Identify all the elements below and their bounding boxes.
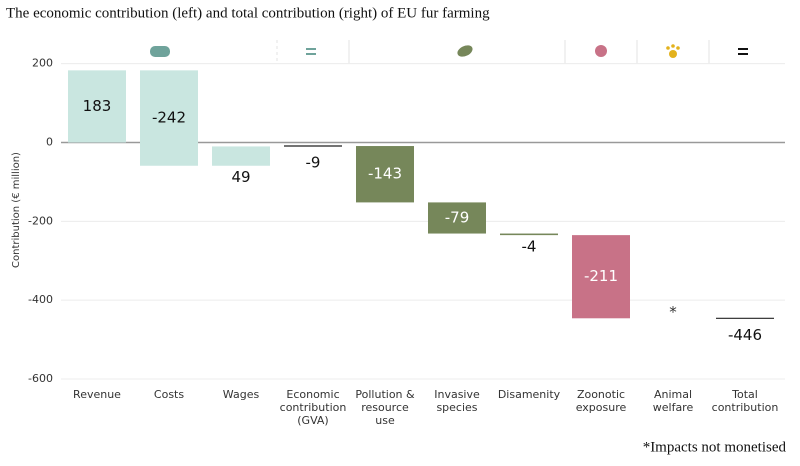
- value-label: 183: [83, 97, 112, 115]
- paw-icon: [666, 44, 680, 58]
- value-label: -143: [368, 165, 402, 183]
- x-tick-label: Invasive species: [434, 388, 480, 414]
- icon-band: [276, 40, 710, 64]
- value-label: -9: [306, 154, 321, 172]
- y-tick-label: -400: [28, 293, 53, 306]
- value-label: -79: [445, 208, 470, 226]
- value-label: *: [669, 303, 677, 321]
- x-tick-label: Animal welfare: [652, 388, 694, 414]
- bar: [140, 70, 198, 166]
- x-tick-label: Revenue: [73, 388, 121, 401]
- x-tick-label: Total contribution: [711, 388, 779, 414]
- x-tick-label: Wages: [222, 388, 260, 401]
- bar: [68, 70, 126, 143]
- bar: [428, 202, 486, 234]
- health-icon: [595, 45, 607, 57]
- bar: [212, 146, 270, 166]
- value-label: -446: [728, 326, 762, 344]
- value-label: -211: [584, 267, 618, 285]
- x-tick-label: Costs: [153, 388, 185, 401]
- value-label: -4: [522, 238, 537, 256]
- y-tick-label: 0: [46, 135, 53, 148]
- bar: [356, 146, 414, 203]
- y-tick-label: -600: [28, 372, 53, 385]
- value-label: 49: [231, 168, 250, 186]
- x-tick-label: Disamenity: [497, 388, 561, 401]
- y-tick-label: 200: [32, 57, 53, 70]
- equals-icon: [306, 48, 316, 55]
- y-tick-label: -200: [28, 214, 53, 227]
- value-label: -242: [152, 109, 186, 127]
- y-axis-label: Contribution (€ million): [11, 152, 22, 268]
- x-tick-label: Economic contribution (GVA): [279, 388, 347, 427]
- leaf-icon: [457, 45, 473, 57]
- bar: [500, 233, 558, 236]
- bar: [572, 235, 630, 319]
- footnote: *Impacts not monetised: [643, 439, 787, 455]
- x-tick-label: Zoonotic exposure: [575, 388, 627, 414]
- equals-icon: [738, 48, 748, 55]
- x-tick-label: Pollution & resource use: [355, 388, 415, 427]
- chart-title: The economic contribution (left) and tot…: [6, 5, 490, 21]
- euro-icon: [150, 46, 170, 57]
